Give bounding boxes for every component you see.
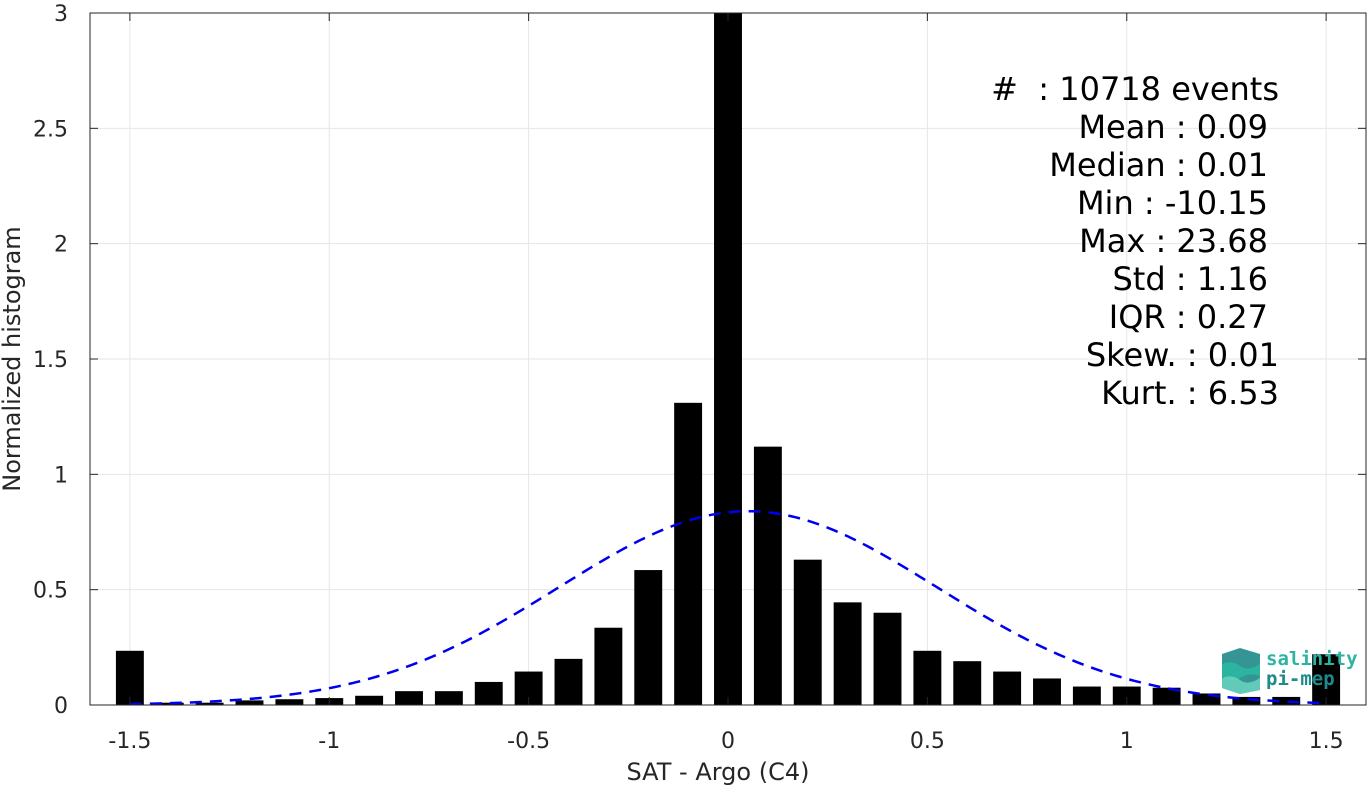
- histogram-bar: [195, 702, 224, 705]
- histogram-bar: [1312, 654, 1341, 705]
- stat-min: Min : -10.15: [1076, 184, 1268, 222]
- histogram-bar: [634, 570, 663, 705]
- stat-mean: Mean : 0.09: [1078, 108, 1268, 146]
- y-tick-label: 2.5: [33, 117, 68, 142]
- logo-line-1: salinity: [1266, 648, 1358, 670]
- histogram-bar: [395, 691, 423, 705]
- x-tick-label: -1.5: [108, 729, 151, 754]
- histogram-bar: [434, 691, 463, 705]
- histogram-bar: [1192, 693, 1221, 705]
- histogram-bar: [1272, 696, 1301, 705]
- logo-text: salinity pi-mep: [1266, 649, 1358, 689]
- y-tick-label: 1.5: [33, 348, 68, 373]
- histogram-bar: [474, 681, 503, 705]
- histogram-bar: [1232, 696, 1261, 705]
- y-tick-label: 3: [54, 2, 68, 27]
- stat-std: Std : 1.16: [1112, 260, 1268, 298]
- y-tick-label: 2: [54, 233, 68, 258]
- histogram-bar: [235, 700, 264, 705]
- stat-kurt: Kurt. : 6.53: [1101, 374, 1279, 412]
- stat-count: # : 10718 events: [991, 70, 1279, 108]
- histogram-bar: [833, 602, 862, 705]
- histogram-bar: [1112, 686, 1141, 705]
- stat-median: Median : 0.01: [1049, 146, 1268, 184]
- x-tick-label: 0.5: [910, 729, 945, 754]
- y-axis-ticks: 0 0.5 1 1.5 2 2.5 3: [33, 2, 1366, 719]
- y-axis-label: Normalized histogram: [0, 226, 26, 491]
- histogram-bar: [953, 661, 982, 705]
- x-axis-ticks: -1.5 -1 -0.5 0 0.5 1 1.5: [108, 13, 1344, 754]
- histogram-bar: [873, 612, 902, 705]
- histogram-bar: [155, 702, 184, 705]
- statistics-box: # : 10718 events Mean : 0.09 Median : 0.…: [991, 70, 1279, 412]
- stat-iqr: IQR : 0.27: [1108, 298, 1268, 336]
- y-tick-label: 0: [54, 694, 68, 719]
- histogram-bar: [674, 402, 703, 705]
- histogram-bar: [554, 658, 583, 705]
- x-tick-label: 1: [1120, 729, 1134, 754]
- logo-mark-icon: [1222, 648, 1260, 694]
- stat-max: Max : 23.68: [1079, 222, 1268, 260]
- x-tick-label: 1.5: [1309, 729, 1344, 754]
- histogram-bar: [913, 650, 942, 705]
- histogram-bar: [355, 695, 384, 705]
- histogram-bar: [753, 446, 782, 705]
- stat-skew: Skew. : 0.01: [1085, 336, 1279, 374]
- histogram-bar: [793, 559, 822, 705]
- x-tick-label: 0: [721, 729, 735, 754]
- y-tick-label: 0.5: [33, 579, 68, 604]
- histogram-bar: [275, 699, 304, 705]
- x-tick-label: -1: [318, 729, 340, 754]
- histogram-bar: [115, 650, 144, 705]
- histogram-bar: [993, 671, 1022, 705]
- histogram-bar: [1072, 686, 1101, 705]
- histogram-bar: [594, 627, 623, 705]
- y-tick-label: 1: [54, 463, 68, 488]
- salinity-pimep-logo: salinity pi-mep: [1218, 646, 1358, 694]
- histogram-bar: [1033, 678, 1061, 705]
- histogram-bar: [714, 13, 742, 705]
- logo-line-2: pi-mep: [1266, 668, 1335, 690]
- x-tick-label: -0.5: [507, 729, 550, 754]
- histogram-bar: [1152, 687, 1181, 705]
- x-axis-label: SAT - Argo (C4): [627, 758, 810, 786]
- bars: [115, 13, 1341, 705]
- gaussian-fit-curve: [129, 509, 1327, 706]
